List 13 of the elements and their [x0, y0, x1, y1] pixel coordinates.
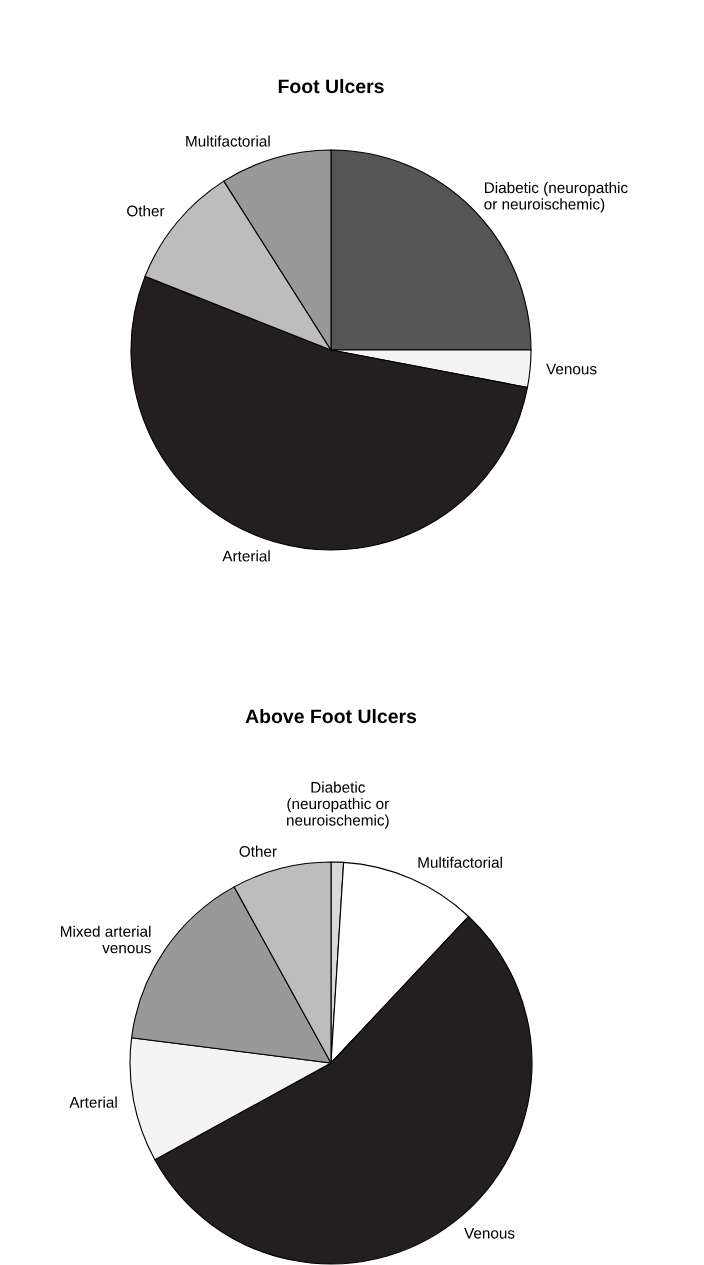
slice-label: Mixed arterial venous: [61, 925, 151, 954]
slice-label: Multifactorial: [418, 856, 502, 868]
slice-label: Arterial: [222, 550, 270, 562]
slice-label: Diabetic (neuropathic or neuroischemic): [484, 181, 628, 213]
chart-title: Foot Ulcers: [278, 78, 384, 94]
chart-title: Above Foot Ulcers: [245, 708, 417, 724]
slice-label: Other: [239, 845, 277, 857]
slice-label: Other: [127, 205, 165, 217]
slice-label: Venous: [546, 363, 597, 375]
slice-label: Multifactorial: [186, 135, 270, 147]
slice-label: Diabetic (neuropathic or neuroischemic): [287, 781, 389, 829]
slice-label: Arterial: [69, 1096, 117, 1108]
slice-label: Venous: [464, 1227, 515, 1239]
